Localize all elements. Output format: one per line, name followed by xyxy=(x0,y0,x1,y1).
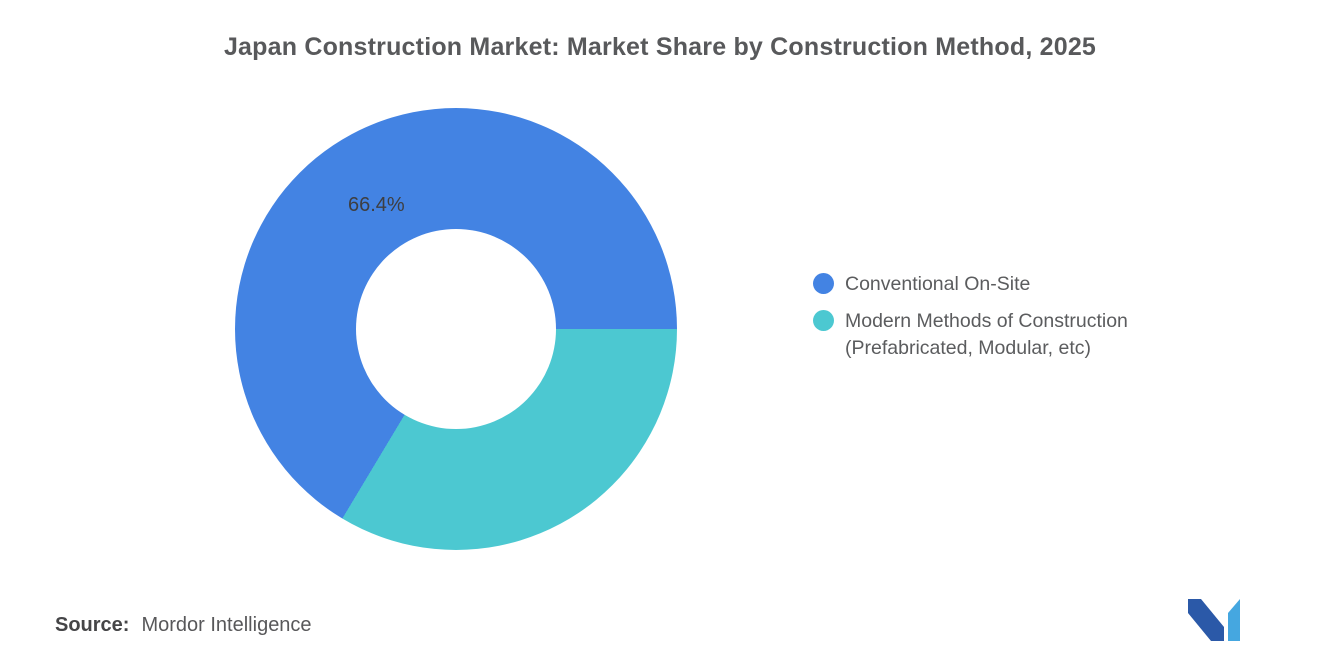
chart-title: Japan Construction Market: Market Share … xyxy=(223,33,1097,61)
source-note: Source: Mordor Intelligence xyxy=(55,614,312,637)
logo-dark-shape xyxy=(1188,599,1224,641)
legend-label-modern-line2: (Prefabricated, Modular, etc) xyxy=(845,336,1092,359)
legend: Conventional On-Site Modern Methods of C… xyxy=(813,271,1128,361)
legend-label-modern-line1: Modern Methods of Construction xyxy=(845,310,1128,333)
logo-light-shape xyxy=(1228,599,1240,641)
slice-data-label: 66.4% xyxy=(348,194,405,216)
legend-item-modern: Modern Methods of Construction (Prefabri… xyxy=(813,308,1128,361)
legend-swatch-modern xyxy=(813,310,834,332)
source-value: Mordor Intelligence xyxy=(141,614,312,636)
source-label: Source: xyxy=(55,614,130,636)
mordor-intelligence-logo xyxy=(1188,599,1240,641)
legend-swatch-conventional xyxy=(813,273,834,294)
legend-item-conventional: Conventional On-Site xyxy=(813,271,1128,297)
legend-label-conventional: Conventional On-Site xyxy=(845,273,1031,295)
donut-chart: 66.4% xyxy=(235,108,677,550)
legend-label-modern: Modern Methods of Construction (Prefabri… xyxy=(845,308,1128,361)
